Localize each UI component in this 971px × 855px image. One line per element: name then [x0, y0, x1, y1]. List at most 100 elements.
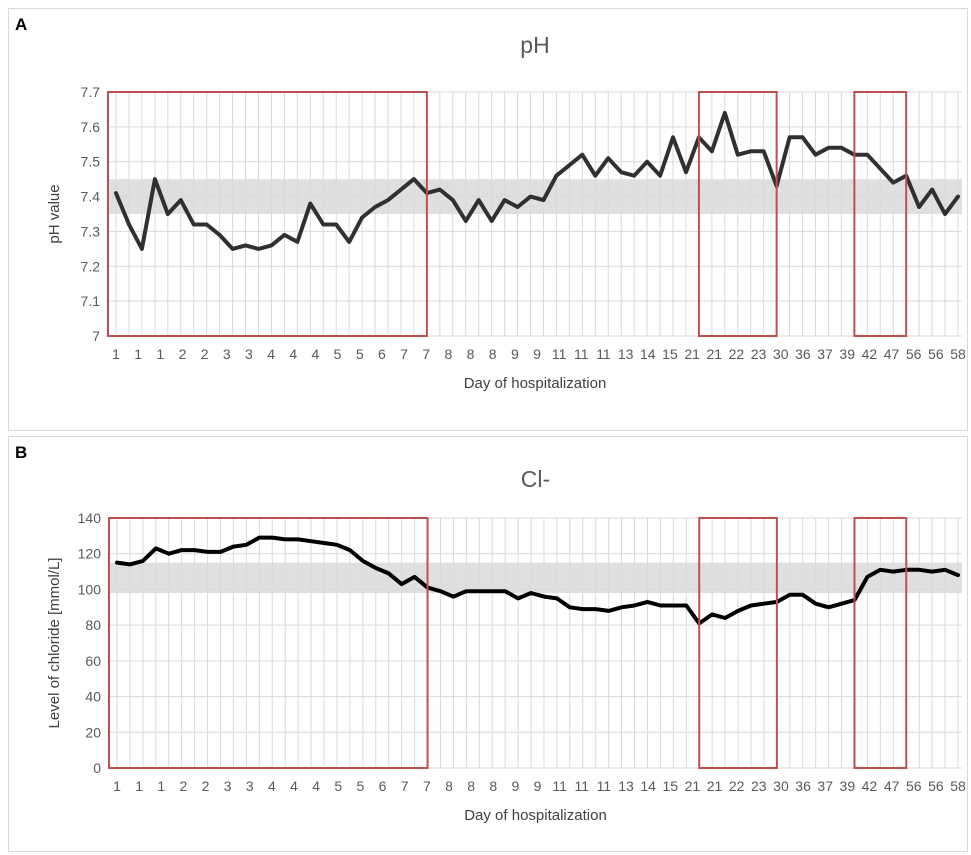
data-point — [620, 605, 624, 609]
x-tick-label: 47 — [884, 346, 900, 362]
x-tick-label: 21 — [707, 778, 723, 794]
data-point — [205, 222, 209, 226]
x-tick-label: 1 — [112, 346, 120, 362]
data-point — [231, 545, 235, 549]
x-tick-label: 6 — [378, 346, 386, 362]
data-point — [128, 562, 132, 566]
data-point — [865, 575, 869, 579]
data-point — [283, 537, 287, 541]
data-point — [917, 568, 921, 572]
data-point — [839, 146, 843, 150]
data-point — [606, 156, 610, 160]
data-point — [580, 153, 584, 157]
highlight-box — [853, 517, 908, 769]
data-point — [115, 561, 119, 565]
data-point — [788, 135, 792, 139]
data-point — [827, 605, 831, 609]
data-point — [180, 548, 184, 552]
x-tick-label: 58 — [950, 778, 966, 794]
data-point — [503, 589, 507, 593]
y-tick-label: 7.3 — [81, 223, 101, 239]
x-tick-label: 7 — [423, 778, 431, 794]
data-point — [154, 546, 158, 550]
data-point — [516, 596, 520, 600]
x-tick-label: 13 — [618, 346, 634, 362]
x-tick-label: 7 — [401, 778, 409, 794]
data-point — [206, 550, 210, 554]
data-point — [140, 247, 144, 251]
data-point — [308, 202, 312, 206]
y-tick-label: 7.7 — [81, 84, 101, 100]
data-point — [529, 195, 533, 199]
x-tick-label: 39 — [839, 346, 855, 362]
data-point — [684, 604, 688, 607]
data-point — [607, 609, 611, 613]
x-tick-label: 30 — [773, 346, 789, 362]
data-point — [516, 205, 520, 209]
data-point — [762, 602, 766, 606]
data-point — [322, 541, 326, 545]
highlight-box — [108, 517, 429, 769]
data-point — [490, 589, 494, 593]
data-point — [568, 605, 572, 609]
x-tick-label: 8 — [467, 778, 475, 794]
data-point — [360, 215, 364, 219]
data-point — [956, 573, 960, 577]
x-tick-label: 2 — [179, 346, 187, 362]
data-point — [814, 602, 818, 606]
chart-title: pH — [520, 32, 549, 58]
x-tick-label: 7 — [400, 346, 408, 362]
data-point — [361, 559, 365, 563]
data-point — [930, 188, 934, 192]
data-point — [438, 589, 442, 593]
data-point — [347, 240, 351, 244]
x-tick-label: 4 — [289, 346, 297, 362]
x-tick-label: 13 — [618, 778, 634, 794]
x-tick-label: 56 — [906, 346, 922, 362]
x-tick-label: 8 — [489, 778, 497, 794]
data-point — [633, 604, 637, 607]
data-point — [477, 589, 481, 593]
data-point — [671, 604, 675, 607]
data-point — [671, 135, 675, 139]
x-tick-label: 58 — [950, 346, 966, 362]
data-point — [619, 170, 623, 174]
x-tick-label: 30 — [773, 778, 789, 794]
data-point — [334, 222, 338, 226]
x-tick-label: 23 — [751, 346, 767, 362]
x-tick-label: 11 — [552, 346, 567, 362]
x-tick-label: 21 — [685, 778, 701, 794]
x-tick-label: 4 — [312, 346, 320, 362]
data-point — [567, 163, 571, 167]
x-tick-label: 1 — [113, 778, 121, 794]
x-tick-label: 3 — [246, 778, 254, 794]
x-tick-label: 8 — [445, 778, 453, 794]
x-tick-label: 11 — [574, 778, 589, 794]
x-tick-label: 39 — [840, 778, 856, 794]
panel-label-b: B — [15, 443, 28, 462]
x-tick-label: 2 — [201, 346, 209, 362]
panel-label-a: A — [15, 15, 28, 34]
data-point — [555, 596, 559, 600]
data-point — [878, 167, 882, 171]
data-point — [153, 177, 157, 181]
data-point — [192, 222, 196, 226]
x-tick-label: 21 — [706, 346, 722, 362]
x-tick-label: 37 — [817, 778, 833, 794]
x-axis-label: Day of hospitalization — [464, 375, 607, 392]
x-tick-label: 3 — [223, 346, 231, 362]
data-point — [244, 543, 248, 547]
x-tick-label: 9 — [534, 778, 542, 794]
data-point — [127, 222, 131, 226]
x-tick-label: 36 — [795, 778, 811, 794]
data-point — [387, 571, 391, 575]
x-tick-label: 15 — [662, 346, 678, 362]
y-tick-label: 7.2 — [81, 258, 101, 274]
data-point — [348, 548, 352, 552]
y-tick-label: 80 — [85, 617, 101, 633]
data-point — [438, 188, 442, 192]
x-tick-label: 11 — [596, 346, 611, 362]
data-point — [193, 548, 197, 552]
data-point — [503, 198, 507, 202]
x-tick-label: 8 — [467, 346, 475, 362]
